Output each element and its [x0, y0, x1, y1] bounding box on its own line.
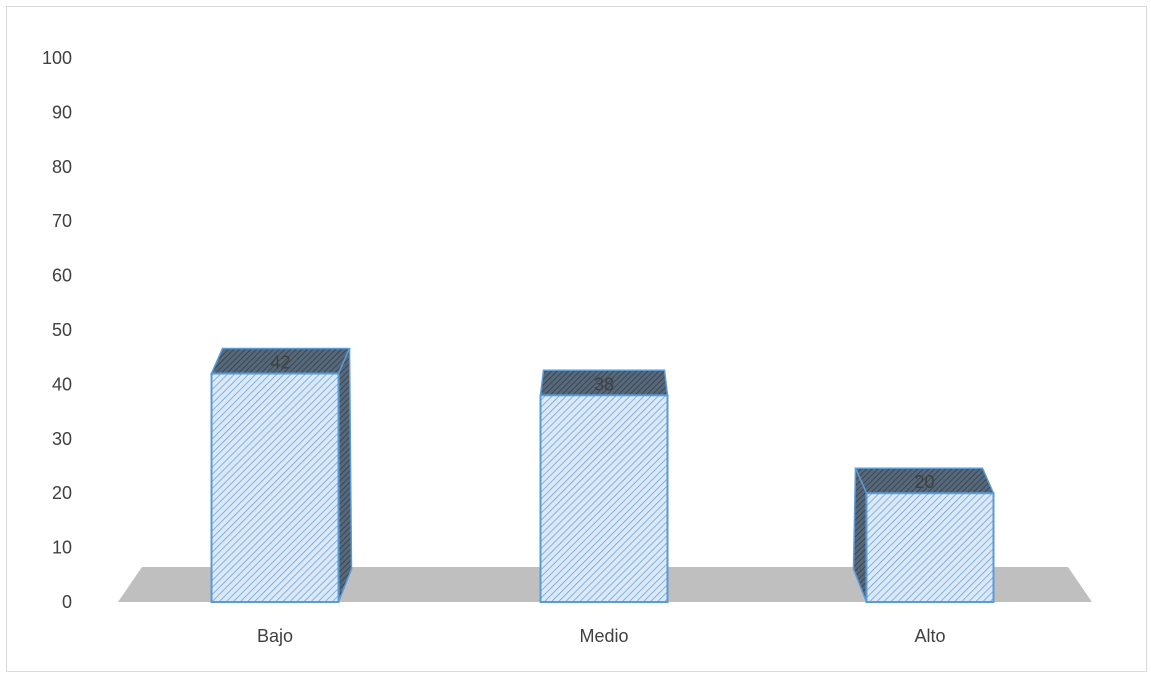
y-tick-label: 80 [52, 157, 72, 177]
bar-front-face [210, 372, 340, 603]
y-tick-label: 90 [52, 102, 72, 122]
data-label: 42 [270, 353, 290, 373]
bar-front-face [539, 394, 669, 603]
x-tick-label: Bajo [257, 626, 293, 646]
y-tick-label: 40 [52, 374, 72, 394]
y-tick-label: 50 [52, 320, 72, 340]
y-tick-label: 70 [52, 211, 72, 231]
y-axis: 0 10 20 30 40 50 60 70 80 90 100 [42, 48, 72, 612]
data-label: 20 [914, 472, 934, 492]
bar-front-face [865, 492, 995, 604]
x-axis: Bajo Medio Alto [257, 626, 946, 646]
bars: 42 38 20 [210, 347, 995, 604]
y-tick-label: 30 [52, 429, 72, 449]
y-tick-label: 60 [52, 266, 72, 286]
y-tick-label: 10 [52, 538, 72, 558]
bar-medio: 38 [539, 369, 669, 603]
x-tick-label: Medio [579, 626, 628, 646]
bar-side-face [337, 348, 353, 603]
data-label: 38 [594, 374, 614, 394]
y-tick-label: 0 [62, 592, 72, 612]
y-tick-label: 100 [42, 48, 72, 68]
bar-bajo: 42 [210, 347, 353, 603]
x-tick-label: Alto [914, 626, 945, 646]
y-tick-label: 20 [52, 483, 72, 503]
bar-alto: 20 [852, 467, 995, 604]
